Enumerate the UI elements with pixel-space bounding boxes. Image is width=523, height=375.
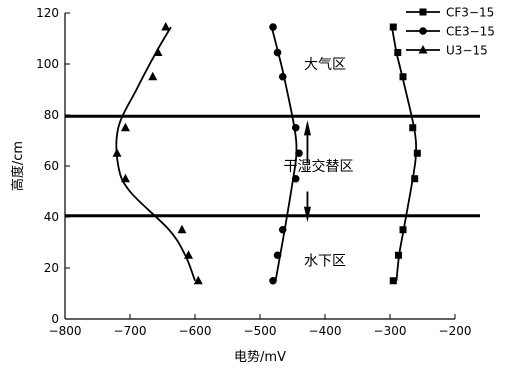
series-curve-triangle (115, 26, 196, 282)
direction-arrows (303, 120, 311, 223)
x-tick-label: −200 (439, 324, 472, 338)
data-point-circle (295, 149, 303, 158)
data-point-square (399, 226, 407, 234)
data-point-triangle (184, 250, 193, 259)
legend-entry: U3−15 (446, 44, 488, 58)
x-tick-label: −600 (179, 324, 212, 338)
data-point-square (389, 23, 397, 31)
data-point-triangle (120, 122, 130, 132)
y-tick-label: 20 (44, 261, 59, 275)
data-point-circle (291, 174, 300, 183)
data-point-circle (278, 72, 287, 81)
data-point-square (394, 251, 402, 259)
fitted-curves (115, 26, 418, 282)
data-point-square (409, 124, 417, 132)
legend-marker-square (419, 8, 427, 16)
x-tick-label: −700 (114, 324, 147, 338)
data-point-triangle (120, 173, 130, 183)
zone-label: 干湿交替区 (284, 158, 354, 175)
data-point-triangle (148, 71, 158, 81)
x-tick-label: −400 (309, 324, 342, 338)
data-point-circle (278, 225, 287, 234)
data-point-square (394, 49, 402, 57)
y-tick-label: 100 (36, 57, 59, 71)
zone-label: 水下区 (304, 253, 346, 269)
data-point-circle (269, 23, 277, 31)
data-point-square (399, 73, 407, 81)
data-point-circle (269, 276, 277, 285)
legend-marker-triangle (418, 45, 428, 54)
tick-labels: −800 −700 −600 −500 −400 −300 −200 0 20 40 60 80 100… (36, 6, 471, 338)
data-point-square (411, 175, 419, 183)
up-arrow-head (303, 120, 311, 136)
series-curve-square (391, 26, 418, 281)
y-tick-label: 120 (36, 6, 59, 20)
legend-marker-circle (419, 27, 427, 35)
data-point-triangle (193, 275, 203, 285)
legend-entry: CE3−15 (446, 25, 495, 39)
y-tick-label: 60 (44, 159, 59, 173)
x-tick-label: −500 (244, 324, 277, 338)
y-tick-label: 80 (44, 108, 59, 122)
series-curve-circle (270, 26, 298, 281)
down-arrow-head (303, 206, 311, 223)
data-point-triangle (161, 22, 171, 31)
data-point-circle (291, 123, 300, 132)
y-tick-label: 40 (44, 210, 59, 224)
legend: CF3−15 CE3−15 U3−15 (406, 6, 495, 58)
data-point-circle (273, 48, 282, 57)
data-point-triangle (112, 148, 122, 157)
x-tick-label: −300 (374, 324, 407, 338)
data-point-square (389, 277, 397, 285)
data-point-circle (273, 251, 282, 260)
legend-entry: CF3−15 (446, 6, 494, 20)
x-tick-label: −800 (49, 324, 82, 338)
zone-label: 大气区 (304, 57, 346, 73)
data-point-triangle (153, 47, 163, 57)
data-point-triangle (177, 224, 187, 234)
x-axis-label: 电势/mV (234, 349, 286, 365)
y-axis-label: 高度/cm (10, 141, 26, 191)
data-point-square (413, 149, 421, 157)
data-markers (112, 22, 421, 285)
y-tick-label: 0 (51, 312, 59, 326)
axes (64, 12, 456, 320)
